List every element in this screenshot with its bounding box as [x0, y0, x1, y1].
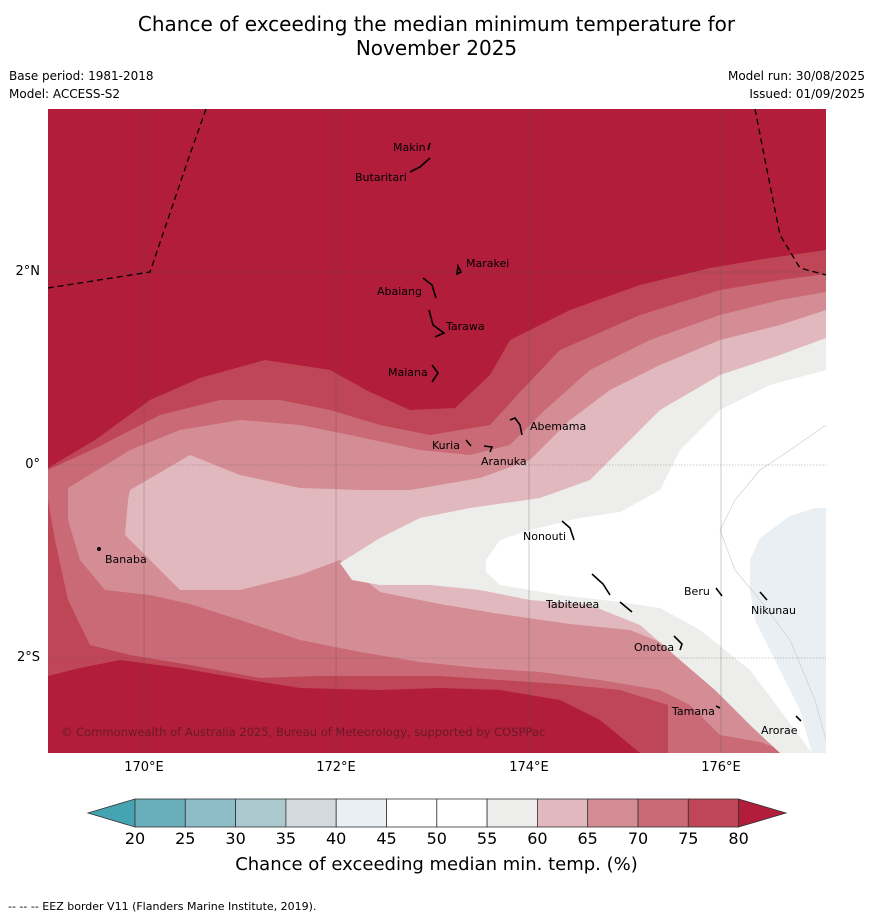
colorbar-label: Chance of exceeding median min. temp. (%… — [235, 854, 638, 875]
place-label-arorae: Arorae — [761, 724, 798, 737]
contour-45-55 — [486, 370, 826, 753]
colorbar-tick-30: 30 — [225, 829, 246, 848]
colorbar-tick-75: 75 — [678, 829, 699, 848]
model-name: Model: ACCESS-S2 — [9, 87, 121, 101]
place-label-butaritari: Butaritari — [355, 171, 407, 184]
map-title: Chance of exceeding the median minimum t… — [0, 12, 873, 60]
colorbar-tick-35: 35 — [275, 829, 297, 848]
place-label-tarawa: Tarawa — [445, 320, 485, 333]
lat-label-2s: 2°S — [16, 650, 40, 665]
eez-border-west — [47, 108, 207, 289]
colorbar-tick-55: 55 — [476, 829, 498, 848]
island-tabiteuea — [591, 573, 633, 613]
lat-label-2n: 2°N — [15, 264, 41, 279]
place-label-makin: Makin — [393, 141, 426, 154]
lon-label-174e: 174°E — [509, 760, 549, 775]
colorbar-extend-high — [738, 798, 788, 828]
colorbar-tick-25: 25 — [175, 829, 196, 848]
place-label-abemama: Abemama — [530, 420, 586, 433]
islands — [97, 142, 802, 722]
island-tamana — [715, 705, 721, 709]
title-line-1: Chance of exceeding the median minimum t… — [137, 12, 736, 36]
island-arorae — [795, 715, 802, 722]
eez-footnote: -- -- -- EEZ border V11 (Flanders Marine… — [8, 900, 317, 913]
colorbar-segment-c40_45 — [335, 798, 387, 828]
eez-border — [47, 108, 827, 289]
place-label-abaiang: Abaiang — [377, 285, 422, 298]
colorbar-segment-c20_25 — [134, 798, 186, 828]
place-labels: Makin Butaritari Marakei Abaiang Tarawa … — [105, 141, 798, 737]
place-label-maiana: Maiana — [388, 366, 428, 379]
metadata-right: Model run: 30/08/2025 Issued: 01/09/2025 — [728, 67, 865, 103]
colorbar-tick-45: 45 — [376, 829, 397, 848]
model-run-date: Model run: 30/08/2025 — [727, 69, 865, 83]
copyright-notice: © Commonwealth of Australia 2025, Bureau… — [61, 725, 545, 739]
island-maiana — [431, 364, 439, 383]
base-period: Base period: 1981-2018 — [9, 69, 154, 83]
place-label-tamana: Tamana — [671, 705, 715, 718]
colorbar-extend-low — [86, 798, 136, 828]
colorbar-tick-20: 20 — [124, 829, 146, 848]
lon-label-170e: 170°E — [124, 760, 164, 775]
colorbar-tick-65: 65 — [577, 829, 598, 848]
lon-label-172e: 172°E — [316, 760, 356, 775]
probability-contours — [48, 109, 826, 753]
colorbar-segment-c50_55 — [436, 798, 488, 828]
island-onotoa — [673, 635, 683, 651]
colorbar-segment-c55_60 — [486, 798, 538, 828]
place-label-beru: Beru — [684, 585, 710, 598]
eez-border-east — [754, 108, 827, 276]
title-line-2: November 2025 — [355, 36, 518, 60]
colorbar-segment-c30_35 — [235, 798, 287, 828]
colorbar-segment-c35_40 — [285, 798, 337, 828]
island-banaba — [97, 546, 102, 551]
place-label-marakei: Marakei — [466, 257, 509, 270]
island-abaiang — [422, 277, 437, 299]
place-label-banaba: Banaba — [105, 553, 147, 566]
colorbar-tick-40: 40 — [326, 829, 347, 848]
contour-40-45 — [750, 508, 826, 753]
place-label-onotoa: Onotoa — [634, 641, 674, 654]
colorbar-segment-c70_75 — [637, 798, 689, 828]
colorbar-segment-c25_30 — [184, 798, 237, 828]
island-tarawa — [428, 309, 446, 338]
place-label-kuria: Kuria — [432, 439, 460, 452]
island-butaritari — [409, 157, 431, 173]
lat-label-equator: 0° — [25, 457, 40, 472]
colorbar-segment-c75_80 — [687, 798, 739, 828]
colorbar-segment-c65_70 — [587, 798, 639, 828]
colorbar — [86, 798, 788, 828]
island-nonouti — [561, 520, 575, 541]
colorbar-segment-c60_65 — [537, 798, 589, 828]
place-label-nikunau: Nikunau — [751, 604, 796, 617]
gridlines — [48, 109, 826, 753]
place-label-nonouti: Nonouti — [523, 530, 566, 543]
island-kuria — [465, 439, 472, 447]
metadata-left: Base period: 1981-2018 Model: ACCESS-S2 — [9, 67, 154, 103]
island-aranuka — [483, 445, 494, 453]
island-makin — [427, 142, 431, 151]
lon-label-176e: 176°E — [701, 760, 741, 775]
issued-date: Issued: 01/09/2025 — [749, 87, 865, 101]
contour-line-thin — [719, 424, 826, 741]
island-nikunau — [759, 591, 768, 601]
place-label-tabiteuea: Tabiteuea — [545, 598, 599, 611]
colorbar-tick-70: 70 — [627, 829, 649, 848]
island-marakei — [456, 263, 463, 276]
colorbar-tick-50: 50 — [426, 829, 447, 848]
place-label-aranuka: Aranuka — [481, 455, 527, 468]
colorbar-tick-80: 80 — [728, 829, 749, 848]
colorbar-segment-c45_50 — [386, 798, 438, 828]
island-abemama — [509, 417, 523, 436]
island-beru — [715, 587, 723, 597]
colorbar-tick-60: 60 — [527, 829, 548, 848]
